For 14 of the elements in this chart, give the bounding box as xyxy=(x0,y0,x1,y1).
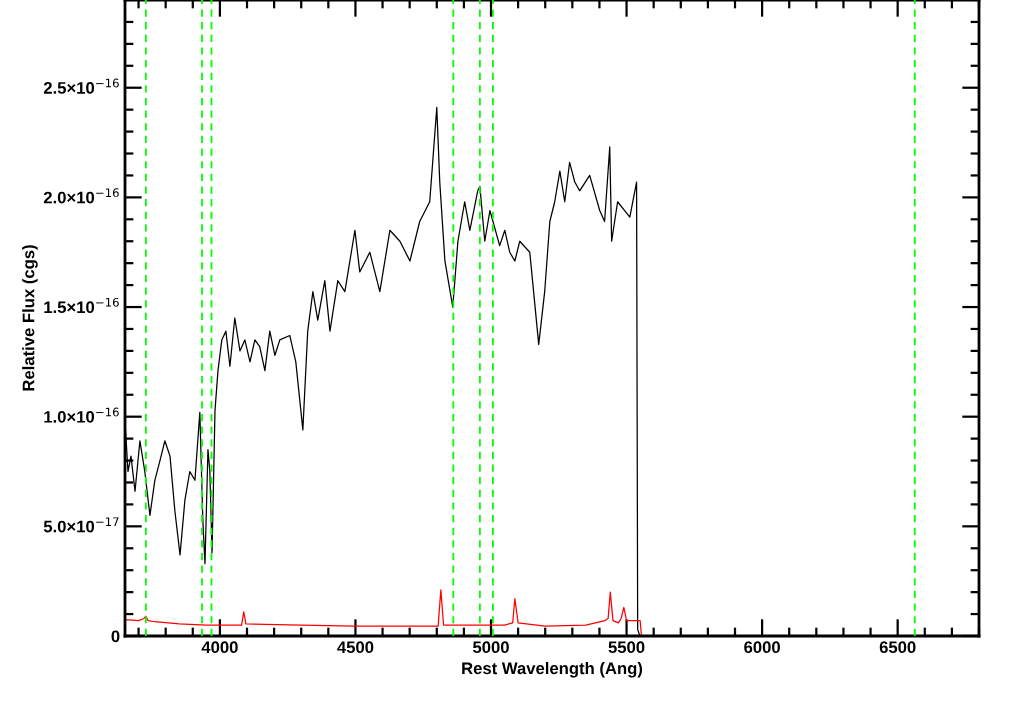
x-tick-label: 5500 xyxy=(608,641,645,654)
y-tick-label: 2.5×10$^{−16}$ xyxy=(43,78,119,94)
x-tick-label: 5000 xyxy=(472,641,509,654)
x-tick-label: 6500 xyxy=(879,641,916,654)
y-tick-label: 5.0×10$^{−17}$ xyxy=(43,517,119,533)
x-tick-label: 4000 xyxy=(201,641,238,654)
y-tick-label: 1.0×10$^{−16}$ xyxy=(44,407,119,423)
x-tick-label: 4500 xyxy=(337,641,374,654)
y-tick-label: 2.0×10$^{−16}$ xyxy=(43,188,119,204)
x-axis-title: Rest Wavelength (Ang) xyxy=(462,661,643,678)
y-tick-label: 0 xyxy=(111,630,120,643)
x-tick-label: 6000 xyxy=(744,641,780,654)
y-tick-label: 1.5×10$^{−16}$ xyxy=(44,297,119,314)
y-axis-title: Relative Flux (cgs) xyxy=(22,245,38,391)
